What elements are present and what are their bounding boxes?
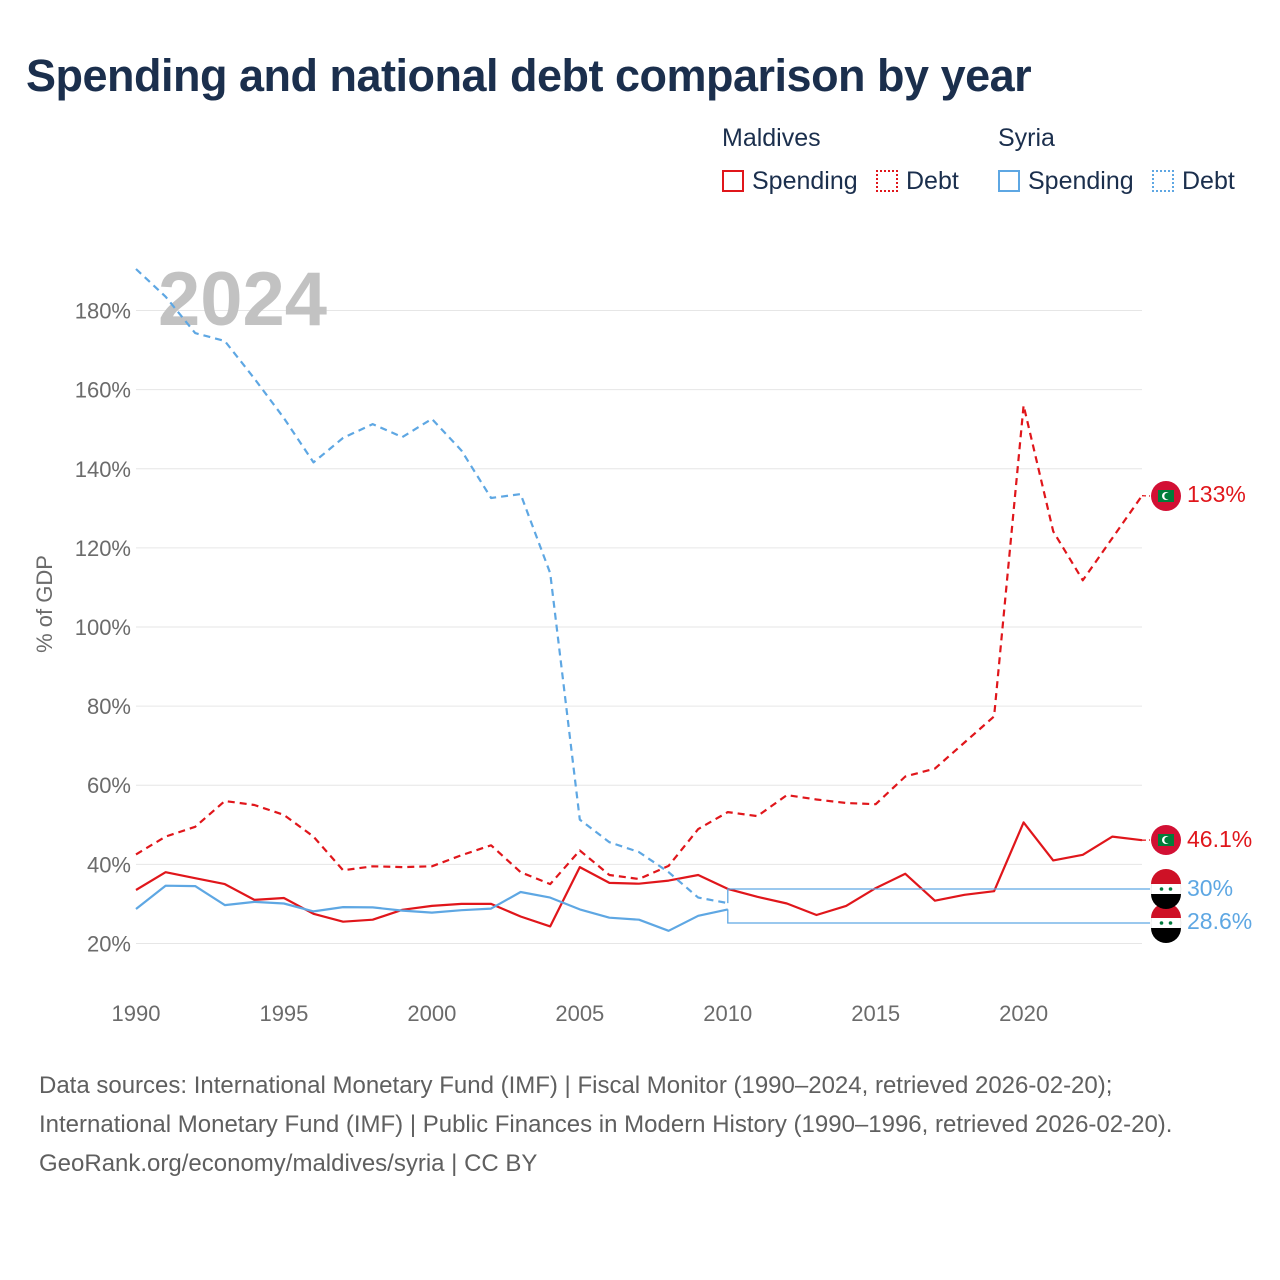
end-value-label: 46.1% — [1187, 826, 1252, 852]
end-connector — [727, 909, 1150, 924]
x-tick-label: 2020 — [999, 1001, 1048, 1026]
y-tick-label: 80% — [87, 694, 131, 719]
solid-line-swatch-icon — [722, 170, 744, 192]
syria-flag-icon — [1150, 869, 1182, 909]
y-tick-label: 60% — [87, 773, 131, 798]
legend: Maldives Syria Spending Debt Spending De… — [0, 124, 1280, 214]
legend-item-maldives-spending[interactable]: Spending — [722, 166, 858, 196]
y-tick-label: 160% — [75, 378, 131, 403]
y-tick-label: 120% — [75, 536, 131, 561]
legend-maldives-heading: Maldives — [722, 124, 821, 152]
solid-line-swatch-icon — [998, 170, 1020, 192]
legend-item-syria-debt[interactable]: Debt — [1152, 166, 1235, 196]
series-line-syria-debt[interactable] — [135, 268, 729, 905]
series-line-maldives-debt[interactable] — [135, 404, 1143, 886]
legend-label: Spending — [752, 166, 858, 195]
x-tick-label: 2010 — [703, 1001, 752, 1026]
dotted-line-swatch-icon — [876, 170, 898, 192]
legend-label: Spending — [1028, 166, 1134, 195]
legend-item-syria-spending[interactable]: Spending — [998, 166, 1134, 196]
end-connector — [727, 888, 1150, 904]
line-chart: 2024 % of GDP 20% 40% 60% 80% 100% 120% 140% 16… — [32, 257, 1252, 1026]
chart-title: Spending and national debt comparison by… — [26, 50, 1032, 101]
end-value-label: 30% — [1187, 875, 1233, 901]
y-axis-label: % of GDP — [32, 555, 57, 653]
y-tick-label: 20% — [87, 931, 131, 956]
y-tick-label: 140% — [75, 457, 131, 482]
y-tick-label: 100% — [75, 615, 131, 640]
year-overlay: 2024 — [158, 257, 327, 342]
x-tick-label: 1995 — [259, 1001, 308, 1026]
footer: Data sources: International Monetary Fun… — [39, 1066, 1239, 1183]
series-line-maldives-spending[interactable] — [135, 821, 1143, 928]
legend-label: Debt — [906, 166, 959, 195]
series-line-syria-spending[interactable] — [135, 884, 729, 932]
end-value-label: 133% — [1187, 481, 1246, 507]
maldives-flag-icon — [1151, 825, 1181, 855]
end-value-label: 28.6% — [1187, 908, 1252, 934]
credit-line: GeoRank.org/economy/maldives/syria | CC … — [39, 1150, 538, 1177]
x-tick-label: 2015 — [851, 1001, 900, 1026]
legend-label: Debt — [1182, 166, 1235, 195]
legend-syria-heading: Syria — [998, 124, 1055, 152]
dotted-line-swatch-icon — [1152, 170, 1174, 192]
maldives-flag-icon — [1151, 481, 1181, 511]
x-tick-label: 2005 — [555, 1001, 604, 1026]
data-sources: Data sources: International Monetary Fun… — [39, 1072, 1173, 1138]
x-tick-label: 1990 — [112, 1001, 161, 1026]
y-tick-label: 180% — [75, 299, 131, 324]
legend-item-maldives-debt[interactable]: Debt — [876, 166, 959, 196]
x-tick-label: 2000 — [407, 1001, 456, 1026]
y-tick-label: 40% — [87, 852, 131, 877]
